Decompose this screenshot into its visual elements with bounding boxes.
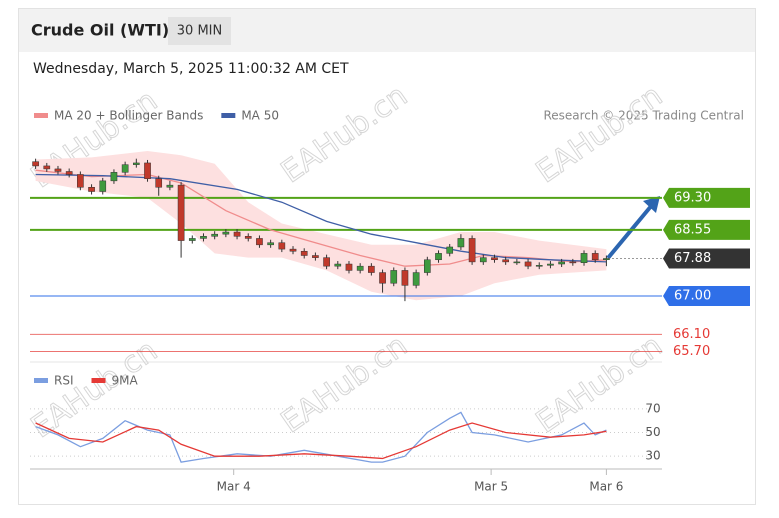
y-tick-label: 70 (645, 401, 660, 415)
candle-body (65, 171, 73, 175)
credit: Research © 2025 Trading Central (543, 109, 744, 123)
candle-body (256, 238, 263, 246)
candle-body (591, 253, 599, 261)
candle-body (558, 261, 565, 265)
candle-body (457, 238, 465, 248)
candle-body (603, 258, 610, 261)
level-box (663, 248, 750, 269)
candle-body (144, 162, 151, 179)
candle-body (300, 250, 308, 256)
level-label: 68.55 (674, 222, 711, 237)
legend-label: 9MA (112, 374, 139, 388)
candle-body (323, 257, 330, 267)
level-box (663, 219, 750, 240)
series-line (35, 169, 607, 267)
x-tick-label: Mar 5 (474, 480, 508, 494)
candle-body (188, 238, 196, 241)
candle-body (244, 236, 252, 239)
level-label: 69.30 (674, 190, 711, 205)
candle-body (99, 180, 107, 192)
candle-body (267, 242, 274, 246)
level-label: 67.88 (674, 251, 711, 266)
legend-label: MA 50 (241, 109, 279, 123)
candle-body (569, 261, 577, 264)
candle-body (289, 248, 297, 252)
level-label: 67.00 (674, 289, 711, 304)
level-label: 66.10 (673, 327, 710, 342)
candle-body (334, 263, 342, 267)
candle-body (423, 259, 431, 273)
date: Wednesday, March 5, 2025 11:00:32 AM CET (33, 61, 349, 77)
y-tick-label: 30 (645, 449, 660, 463)
candle-body (121, 164, 129, 173)
candle-body (401, 270, 409, 286)
level-box (663, 286, 750, 307)
candle-body (233, 231, 241, 237)
forecast-arrowhead (643, 196, 660, 213)
y-tick-label: 50 (645, 425, 660, 439)
candle-body (356, 265, 364, 271)
legend-swatch (34, 378, 48, 383)
candle-body (412, 272, 420, 286)
series-line (35, 422, 607, 460)
candle-body (77, 174, 84, 188)
header-bar (19, 9, 755, 52)
level-box (663, 187, 750, 208)
candle-body (110, 172, 118, 182)
legend-swatch (34, 113, 48, 118)
candle-body (312, 255, 319, 258)
candle-body (200, 236, 207, 239)
candle-body (479, 257, 487, 263)
candle-body (368, 265, 375, 273)
candle-body (390, 270, 398, 284)
legend-swatch (91, 378, 106, 383)
series-line (35, 411, 607, 463)
candle-body (535, 265, 543, 267)
candle-body (580, 253, 588, 264)
candle-body (222, 231, 230, 235)
x-tick-label: Mar 6 (589, 480, 623, 494)
candle-body (43, 165, 51, 170)
candle-body (547, 263, 554, 266)
candle-body (32, 161, 39, 167)
candle-body (524, 261, 532, 267)
title: Crude Oil (WTI) (31, 21, 169, 40)
candle-body (166, 184, 174, 188)
candle-body (211, 233, 219, 237)
candle-body (88, 187, 95, 192)
level-label: 65.70 (673, 344, 710, 359)
timeframe: 30 MIN (177, 24, 222, 39)
candle-body (278, 242, 286, 250)
candle-body (502, 259, 510, 263)
candle-body (468, 238, 476, 263)
candle-body (491, 257, 498, 261)
candle-body (155, 178, 163, 188)
legend-label: MA 20 + Bollinger Bands (54, 109, 203, 123)
candle-body (345, 263, 353, 271)
candle-body (513, 261, 521, 264)
candle-body (54, 168, 62, 172)
x-tick-label: Mar 4 (217, 480, 251, 494)
candle-body (446, 246, 454, 254)
forecast-arrow (606, 203, 654, 260)
legend-swatch (221, 113, 236, 118)
candle-body (379, 272, 386, 284)
legend-label: RSI (54, 374, 74, 388)
candle-body (132, 162, 140, 165)
timeframe-badge (168, 17, 231, 45)
candle-body (435, 253, 442, 261)
candle-body (177, 184, 185, 241)
